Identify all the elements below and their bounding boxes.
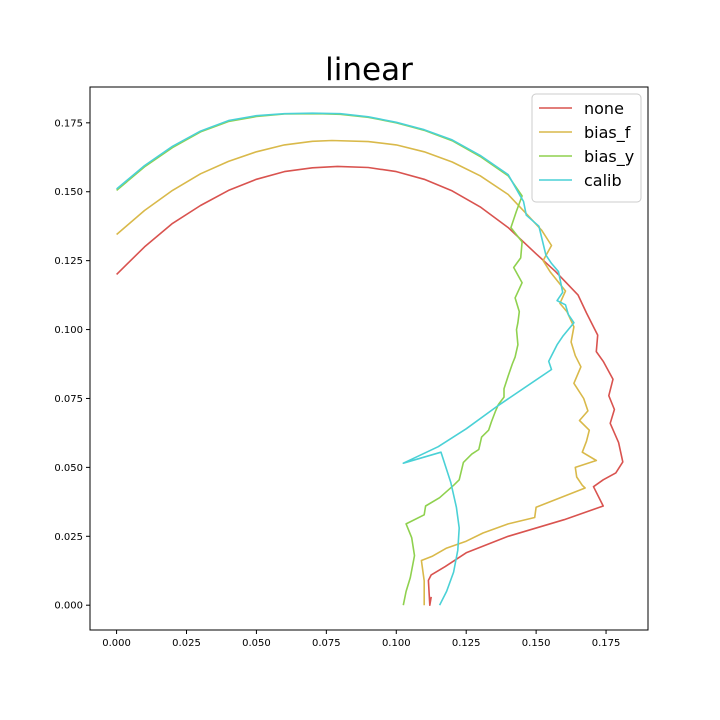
- x-tick-label: 0.150: [522, 638, 551, 649]
- x-tick-label: 0.050: [242, 638, 271, 649]
- x-tick-label: 0.125: [452, 638, 481, 649]
- x-tick-label: 0.100: [382, 638, 411, 649]
- x-axis: 0.000 0.025 0.050 0.075 0.100 0.125 0.150 0.175: [102, 630, 620, 649]
- y-tick-label: 0.000: [54, 601, 83, 612]
- chart-title: linear: [325, 52, 413, 88]
- y-tick-label: 0.025: [54, 532, 83, 543]
- legend-box: [531, 93, 642, 203]
- y-tick-label: 0.150: [54, 187, 83, 198]
- legend-label: none: [584, 99, 624, 118]
- legend-label: bias_f: [584, 123, 631, 143]
- series-line-none: [116, 165, 624, 606]
- x-tick-label: 0.175: [592, 638, 621, 649]
- series-line-bias-f: [116, 139, 598, 606]
- y-tick-label: 0.175: [54, 118, 83, 129]
- series-line-calib: [116, 112, 575, 606]
- x-tick-label: 0.000: [102, 638, 131, 649]
- plot-frame: [89, 86, 649, 631]
- legend-label: calib: [584, 171, 622, 190]
- series-layer: [116, 112, 624, 606]
- y-tick-label: 0.050: [54, 463, 83, 474]
- legend-label: bias_y: [584, 147, 634, 167]
- x-tick-label: 0.075: [312, 638, 341, 649]
- y-axis: 0.000 0.025 0.050 0.075 0.100 0.125 0.150 0.175: [54, 118, 90, 612]
- y-tick-label: 0.075: [54, 394, 83, 405]
- x-tick-label: 0.025: [172, 638, 201, 649]
- y-tick-label: 0.100: [54, 325, 83, 336]
- y-tick-label: 0.125: [54, 256, 83, 267]
